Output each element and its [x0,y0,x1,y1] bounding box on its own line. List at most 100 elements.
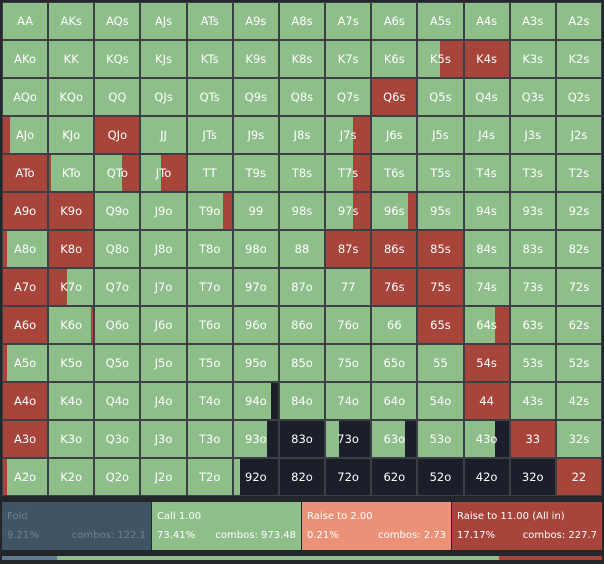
hand-cell-tt[interactable]: TT [186,154,233,192]
hand-cell-t7o[interactable]: T7o [186,268,233,306]
hand-cell-83s[interactable]: 83s [509,230,556,268]
hand-cell-qto[interactable]: QTo [94,154,141,192]
hand-cell-85s[interactable]: 85s [417,230,464,268]
hand-cell-j8o[interactable]: J8o [140,230,187,268]
hand-cell-t6s[interactable]: T6s [371,154,418,192]
hand-cell-k6o[interactable]: K6o [48,306,95,344]
hand-cell-86s[interactable]: 86s [371,230,418,268]
hand-cell-q2s[interactable]: Q2s [555,78,602,116]
hand-cell-63o[interactable]: 63o [371,420,418,458]
hand-cell-qjs[interactable]: QJs [140,78,187,116]
hand-cell-q9o[interactable]: Q9o [94,192,141,230]
hand-cell-aqo[interactable]: AQo [2,78,49,116]
hand-cell-q6o[interactable]: Q6o [94,306,141,344]
hand-cell-a7s[interactable]: A7s [325,2,372,40]
hand-cell-q5o[interactable]: Q5o [94,344,141,382]
hand-cell-ako[interactable]: AKo [2,40,49,78]
hand-cell-kk[interactable]: KK [48,40,95,78]
hand-cell-t8o[interactable]: T8o [186,230,233,268]
hand-cell-j3s[interactable]: J3s [509,116,556,154]
hand-cell-83o[interactable]: 83o [278,420,326,458]
hand-cell-66[interactable]: 66 [371,306,418,344]
hand-cell-96s[interactable]: 96s [371,192,418,230]
hand-cell-a3s[interactable]: A3s [509,2,556,40]
hand-cell-k3s[interactable]: K3s [509,40,556,78]
hand-cell-a2s[interactable]: A2s [555,2,602,40]
hand-cell-62s[interactable]: 62s [555,306,602,344]
hand-cell-t6o[interactable]: T6o [186,306,233,344]
hand-cell-87s[interactable]: 87s [325,230,372,268]
hand-cell-q2o[interactable]: Q2o [94,458,141,496]
hand-cell-a6s[interactable]: A6s [371,2,418,40]
hand-cell-j7s[interactable]: J7s [325,116,372,154]
hand-cell-55[interactable]: 55 [417,344,464,382]
hand-cell-a8s[interactable]: A8s [278,2,326,40]
hand-cell-a3o[interactable]: A3o [2,420,49,458]
hand-cell-aks[interactable]: AKs [48,2,95,40]
hand-cell-64s[interactable]: 64s [463,306,510,344]
hand-cell-43o[interactable]: 43o [463,420,510,458]
hand-cell-ajo[interactable]: AJo [2,116,49,154]
hand-cell-32o[interactable]: 32o [509,458,556,496]
hand-cell-a9s[interactable]: A9s [232,2,279,40]
hand-cell-a8o[interactable]: A8o [2,230,49,268]
hand-cell-a2o[interactable]: A2o [2,458,49,496]
hand-cell-t3s[interactable]: T3s [509,154,556,192]
hand-cell-92s[interactable]: 92s [555,192,602,230]
hand-cell-t5o[interactable]: T5o [186,344,233,382]
hand-cell-33[interactable]: 33 [509,420,556,458]
hand-cell-98s[interactable]: 98s [278,192,326,230]
hand-cell-qq[interactable]: QQ [94,78,141,116]
hand-cell-k6s[interactable]: K6s [371,40,418,78]
hand-cell-k4s[interactable]: K4s [463,40,510,78]
hand-cell-97o[interactable]: 97o [232,268,279,306]
hand-cell-a4o[interactable]: A4o [2,382,49,420]
hand-cell-k7o[interactable]: K7o [48,268,95,306]
hand-cell-kqs[interactable]: KQs [94,40,141,78]
hand-cell-kto[interactable]: KTo [48,154,95,192]
hand-cell-a5o[interactable]: A5o [2,344,49,382]
hand-cell-q7s[interactable]: Q7s [325,78,372,116]
hand-cell-93s[interactable]: 93s [509,192,556,230]
hand-cell-j2s[interactable]: J2s [555,116,602,154]
hand-cell-q4o[interactable]: Q4o [94,382,141,420]
hand-cell-96o[interactable]: 96o [232,306,279,344]
hand-cell-jto[interactable]: JTo [140,154,187,192]
hand-cell-54s[interactable]: 54s [463,344,510,382]
hand-cell-43s[interactable]: 43s [509,382,556,420]
hand-cell-73s[interactable]: 73s [509,268,556,306]
hand-cell-kts[interactable]: KTs [186,40,233,78]
hand-cell-64o[interactable]: 64o [371,382,418,420]
hand-cell-73o[interactable]: 73o [325,420,372,458]
hand-cell-86o[interactable]: 86o [278,306,326,344]
hand-cell-74o[interactable]: 74o [325,382,372,420]
legend-call[interactable]: Call 1.00 73.41% combos: 973.48 [152,502,302,550]
hand-cell-jj[interactable]: JJ [140,116,187,154]
hand-cell-53o[interactable]: 53o [417,420,464,458]
hand-cell-q8s[interactable]: Q8s [278,78,326,116]
hand-cell-k2s[interactable]: K2s [555,40,602,78]
hand-cell-t3o[interactable]: T3o [186,420,233,458]
hand-cell-k4o[interactable]: K4o [48,382,95,420]
hand-cell-jts[interactable]: JTs [186,116,233,154]
hand-cell-qjo[interactable]: QJo [94,116,141,154]
hand-cell-94s[interactable]: 94s [463,192,510,230]
hand-cell-k8s[interactable]: K8s [278,40,326,78]
legend-fold[interactable]: Fold 9.21% combos: 122.1 [2,502,152,550]
hand-cell-65o[interactable]: 65o [371,344,418,382]
hand-cell-j8s[interactable]: J8s [278,116,326,154]
hand-cell-k5s[interactable]: K5s [417,40,464,78]
hand-cell-q9s[interactable]: Q9s [232,78,279,116]
hand-cell-84s[interactable]: 84s [463,230,510,268]
hand-cell-88[interactable]: 88 [278,230,326,268]
hand-cell-q7o[interactable]: Q7o [94,268,141,306]
hand-cell-q5s[interactable]: Q5s [417,78,464,116]
hand-cell-j6s[interactable]: J6s [371,116,418,154]
hand-cell-k5o[interactable]: K5o [48,344,95,382]
hand-cell-85o[interactable]: 85o [278,344,326,382]
hand-cell-72o[interactable]: 72o [325,458,372,496]
hand-cell-99[interactable]: 99 [232,192,279,230]
hand-cell-t4o[interactable]: T4o [186,382,233,420]
hand-cell-t4s[interactable]: T4s [463,154,510,192]
hand-cell-a6o[interactable]: A6o [2,306,49,344]
